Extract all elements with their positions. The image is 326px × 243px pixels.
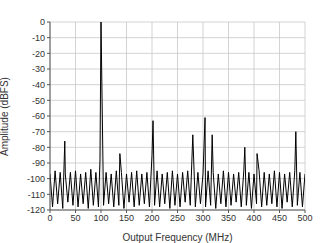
svg-text:400: 400	[246, 213, 261, 223]
svg-text:300: 300	[195, 213, 210, 223]
svg-text:-110: -110	[28, 190, 45, 200]
svg-text:-60: -60	[32, 111, 45, 121]
svg-text:-90: -90	[32, 158, 45, 168]
svg-text:-80: -80	[32, 143, 45, 153]
svg-text:0: 0	[40, 17, 45, 27]
svg-text:Amplitude (dBFS): Amplitude (dBFS)	[8, 77, 10, 156]
svg-text:0: 0	[47, 213, 52, 223]
svg-text:150: 150	[119, 213, 134, 223]
svg-text:-50: -50	[32, 96, 45, 106]
svg-text:250: 250	[170, 213, 185, 223]
svg-text:350: 350	[221, 213, 236, 223]
svg-text:450: 450	[272, 213, 287, 223]
svg-text:-120: -120	[27, 205, 45, 215]
svg-text:-70: -70	[32, 127, 45, 137]
svg-text:100: 100	[93, 213, 108, 223]
svg-text:-30: -30	[32, 64, 45, 74]
svg-text:500: 500	[297, 213, 312, 223]
svg-text:-20: -20	[32, 49, 45, 59]
svg-text:-100: -100	[27, 174, 45, 184]
svg-text:-40: -40	[32, 80, 45, 90]
svg-text:50: 50	[70, 213, 80, 223]
svg-text:-10: -10	[32, 33, 45, 43]
svg-text:200: 200	[144, 213, 159, 223]
svg-text:Output Frequency (MHz): Output Frequency (MHz)	[122, 232, 232, 243]
